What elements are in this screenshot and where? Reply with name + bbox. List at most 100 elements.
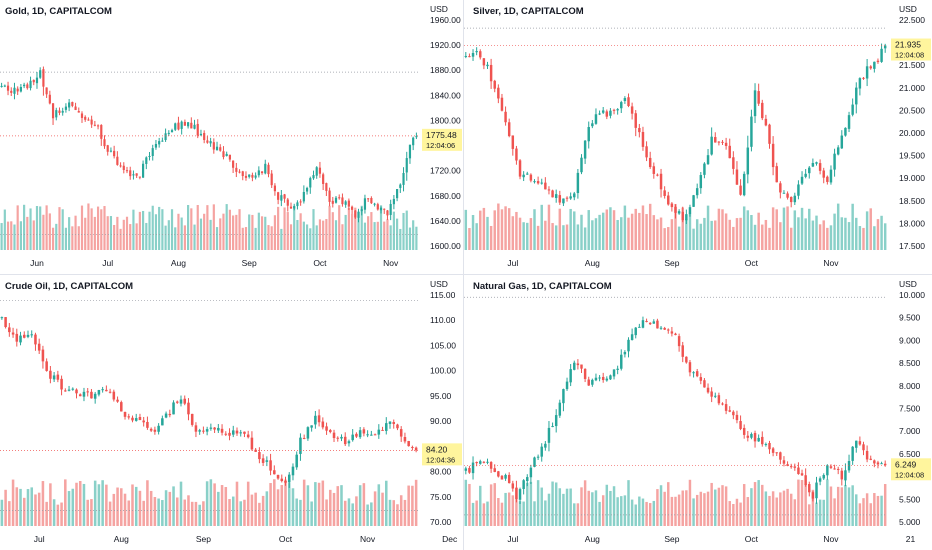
candle-body xyxy=(656,174,659,176)
candle xyxy=(157,423,160,435)
candle xyxy=(67,385,71,392)
candle-body xyxy=(329,430,332,433)
candle xyxy=(721,139,724,146)
volume-bar xyxy=(407,485,410,526)
candle xyxy=(504,473,507,481)
y-tick-label: 10.000 xyxy=(899,290,925,300)
natural-gas-chart-panel[interactable]: Natural Gas, 1D, CAPITALCOM USD 10.000 9.50… xyxy=(464,275,932,550)
candle xyxy=(479,49,482,60)
volume-bar xyxy=(235,214,238,250)
candle-body xyxy=(573,362,576,370)
volume-bar xyxy=(164,490,168,526)
volume-bar xyxy=(399,495,403,526)
y-tick-label: 5.000 xyxy=(899,517,921,527)
candle xyxy=(518,159,522,180)
candle-body xyxy=(362,429,366,434)
candle-body xyxy=(620,354,623,369)
volume-bar xyxy=(630,213,634,250)
candle xyxy=(659,325,663,330)
volume-bar xyxy=(565,488,569,526)
volume-bar xyxy=(325,219,328,250)
candle xyxy=(869,455,872,461)
candle xyxy=(750,432,753,440)
candle-body xyxy=(479,461,482,464)
candle xyxy=(52,372,56,383)
candle-body xyxy=(547,427,551,443)
candle-body xyxy=(609,110,612,116)
candle-body xyxy=(482,58,486,66)
candle xyxy=(793,192,797,205)
candle-body xyxy=(157,425,160,432)
candle xyxy=(482,461,486,464)
gold-chart-panel[interactable]: Gold, 1D, CAPITALCOM USD 1960.00 1920.00 188… xyxy=(0,0,463,274)
volume-bar xyxy=(399,228,402,250)
candle-body xyxy=(120,402,123,412)
candle-body xyxy=(714,395,717,397)
candle-body xyxy=(138,417,142,421)
candle xyxy=(6,81,10,96)
candle-body xyxy=(685,356,688,363)
candle xyxy=(80,111,84,123)
y-tick-label: 100.00 xyxy=(430,366,456,376)
volume-bar xyxy=(533,501,536,526)
volume-bar xyxy=(347,207,350,250)
volume-bar xyxy=(19,221,22,250)
candle xyxy=(507,472,511,484)
candle-body xyxy=(775,166,778,183)
candle xyxy=(241,170,244,181)
candle-body xyxy=(34,334,37,345)
volume-bar xyxy=(833,498,836,526)
candle-body xyxy=(695,188,699,196)
candle xyxy=(170,128,174,133)
candle-body xyxy=(119,165,122,167)
candle xyxy=(674,204,677,219)
candle xyxy=(317,409,321,427)
candle-body xyxy=(645,320,648,323)
candle xyxy=(667,191,670,206)
candle xyxy=(464,466,468,475)
candle xyxy=(385,417,388,435)
candle-body xyxy=(663,327,666,330)
y-tick-label: 1680.00 xyxy=(430,191,461,201)
candle xyxy=(414,446,418,453)
volume-bar xyxy=(344,214,347,250)
candle-body xyxy=(26,84,29,89)
candle-body xyxy=(544,182,547,190)
volume-bar xyxy=(16,205,19,250)
candle-body xyxy=(811,492,815,499)
silver-chart-panel[interactable]: Silver, 1D, CAPITALCOMUSD22.50022.00021.… xyxy=(464,0,932,274)
candle-body xyxy=(310,425,313,428)
volume-bar xyxy=(246,481,250,526)
volume-bar xyxy=(45,501,48,526)
volume-bar xyxy=(55,223,58,250)
volume-bar xyxy=(338,205,341,250)
candle xyxy=(500,474,504,480)
candle xyxy=(504,106,507,126)
candle-body xyxy=(30,334,33,336)
candle-body xyxy=(176,401,179,403)
volume-bar xyxy=(198,504,201,526)
volume-bar xyxy=(638,496,641,526)
candle xyxy=(343,432,347,446)
volume-bar xyxy=(388,499,392,526)
candle-body xyxy=(29,80,32,89)
candle-body xyxy=(630,334,634,341)
candle-body xyxy=(11,332,15,335)
candle-body xyxy=(194,425,198,432)
candle-body xyxy=(468,56,471,58)
candle-body xyxy=(408,144,412,159)
candle xyxy=(739,415,742,431)
candle-body xyxy=(717,395,721,404)
candle-body xyxy=(93,393,97,399)
volume-bar xyxy=(511,495,515,526)
volume-bar xyxy=(381,492,384,526)
candle-body xyxy=(250,437,254,450)
y-tick-label: 70.00 xyxy=(430,517,452,527)
volume-bar xyxy=(219,218,222,250)
volume-bar xyxy=(724,486,728,526)
crude-oil-chart-panel[interactable]: Crude Oil, 1D, CAPITALCOM USD 115.00 110.00… xyxy=(0,275,463,550)
candle xyxy=(0,82,3,88)
candle xyxy=(23,82,26,89)
volume-bar xyxy=(123,493,127,526)
volume-bar xyxy=(146,480,149,526)
